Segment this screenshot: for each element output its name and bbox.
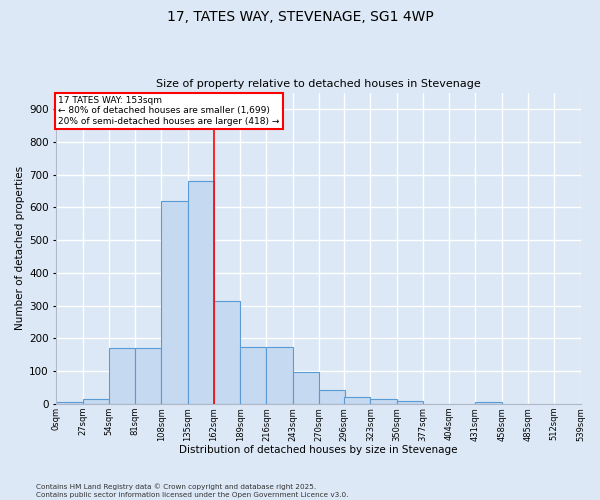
Bar (214, 301, 240, 404)
Text: Contains HM Land Registry data © Crown copyright and database right 2025.
Contai: Contains HM Land Registry data © Crown c… (36, 484, 349, 498)
Title: Size of property relative to detached houses in Stevenage: Size of property relative to detached ho… (156, 79, 481, 89)
Bar (240, 346, 266, 404)
Bar (161, 201, 188, 404)
Bar (266, 346, 293, 404)
Bar (109, 348, 135, 404)
Text: 17 TATES WAY: 153sqm
← 80% of detached houses are smaller (1,699)
20% of semi-de: 17 TATES WAY: 153sqm ← 80% of detached h… (58, 96, 280, 126)
Bar (83, 399, 109, 404)
Bar (293, 372, 319, 404)
Bar (56, 402, 83, 404)
Bar (475, 402, 502, 404)
Y-axis label: Number of detached properties: Number of detached properties (15, 166, 25, 330)
Bar (397, 401, 423, 404)
Text: 17, TATES WAY, STEVENAGE, SG1 4WP: 17, TATES WAY, STEVENAGE, SG1 4WP (167, 10, 433, 24)
Bar (370, 399, 397, 404)
Bar (135, 348, 161, 404)
X-axis label: Distribution of detached houses by size in Stevenage: Distribution of detached houses by size … (179, 445, 458, 455)
Bar (344, 398, 370, 404)
Bar (319, 390, 345, 404)
Bar (188, 181, 214, 404)
